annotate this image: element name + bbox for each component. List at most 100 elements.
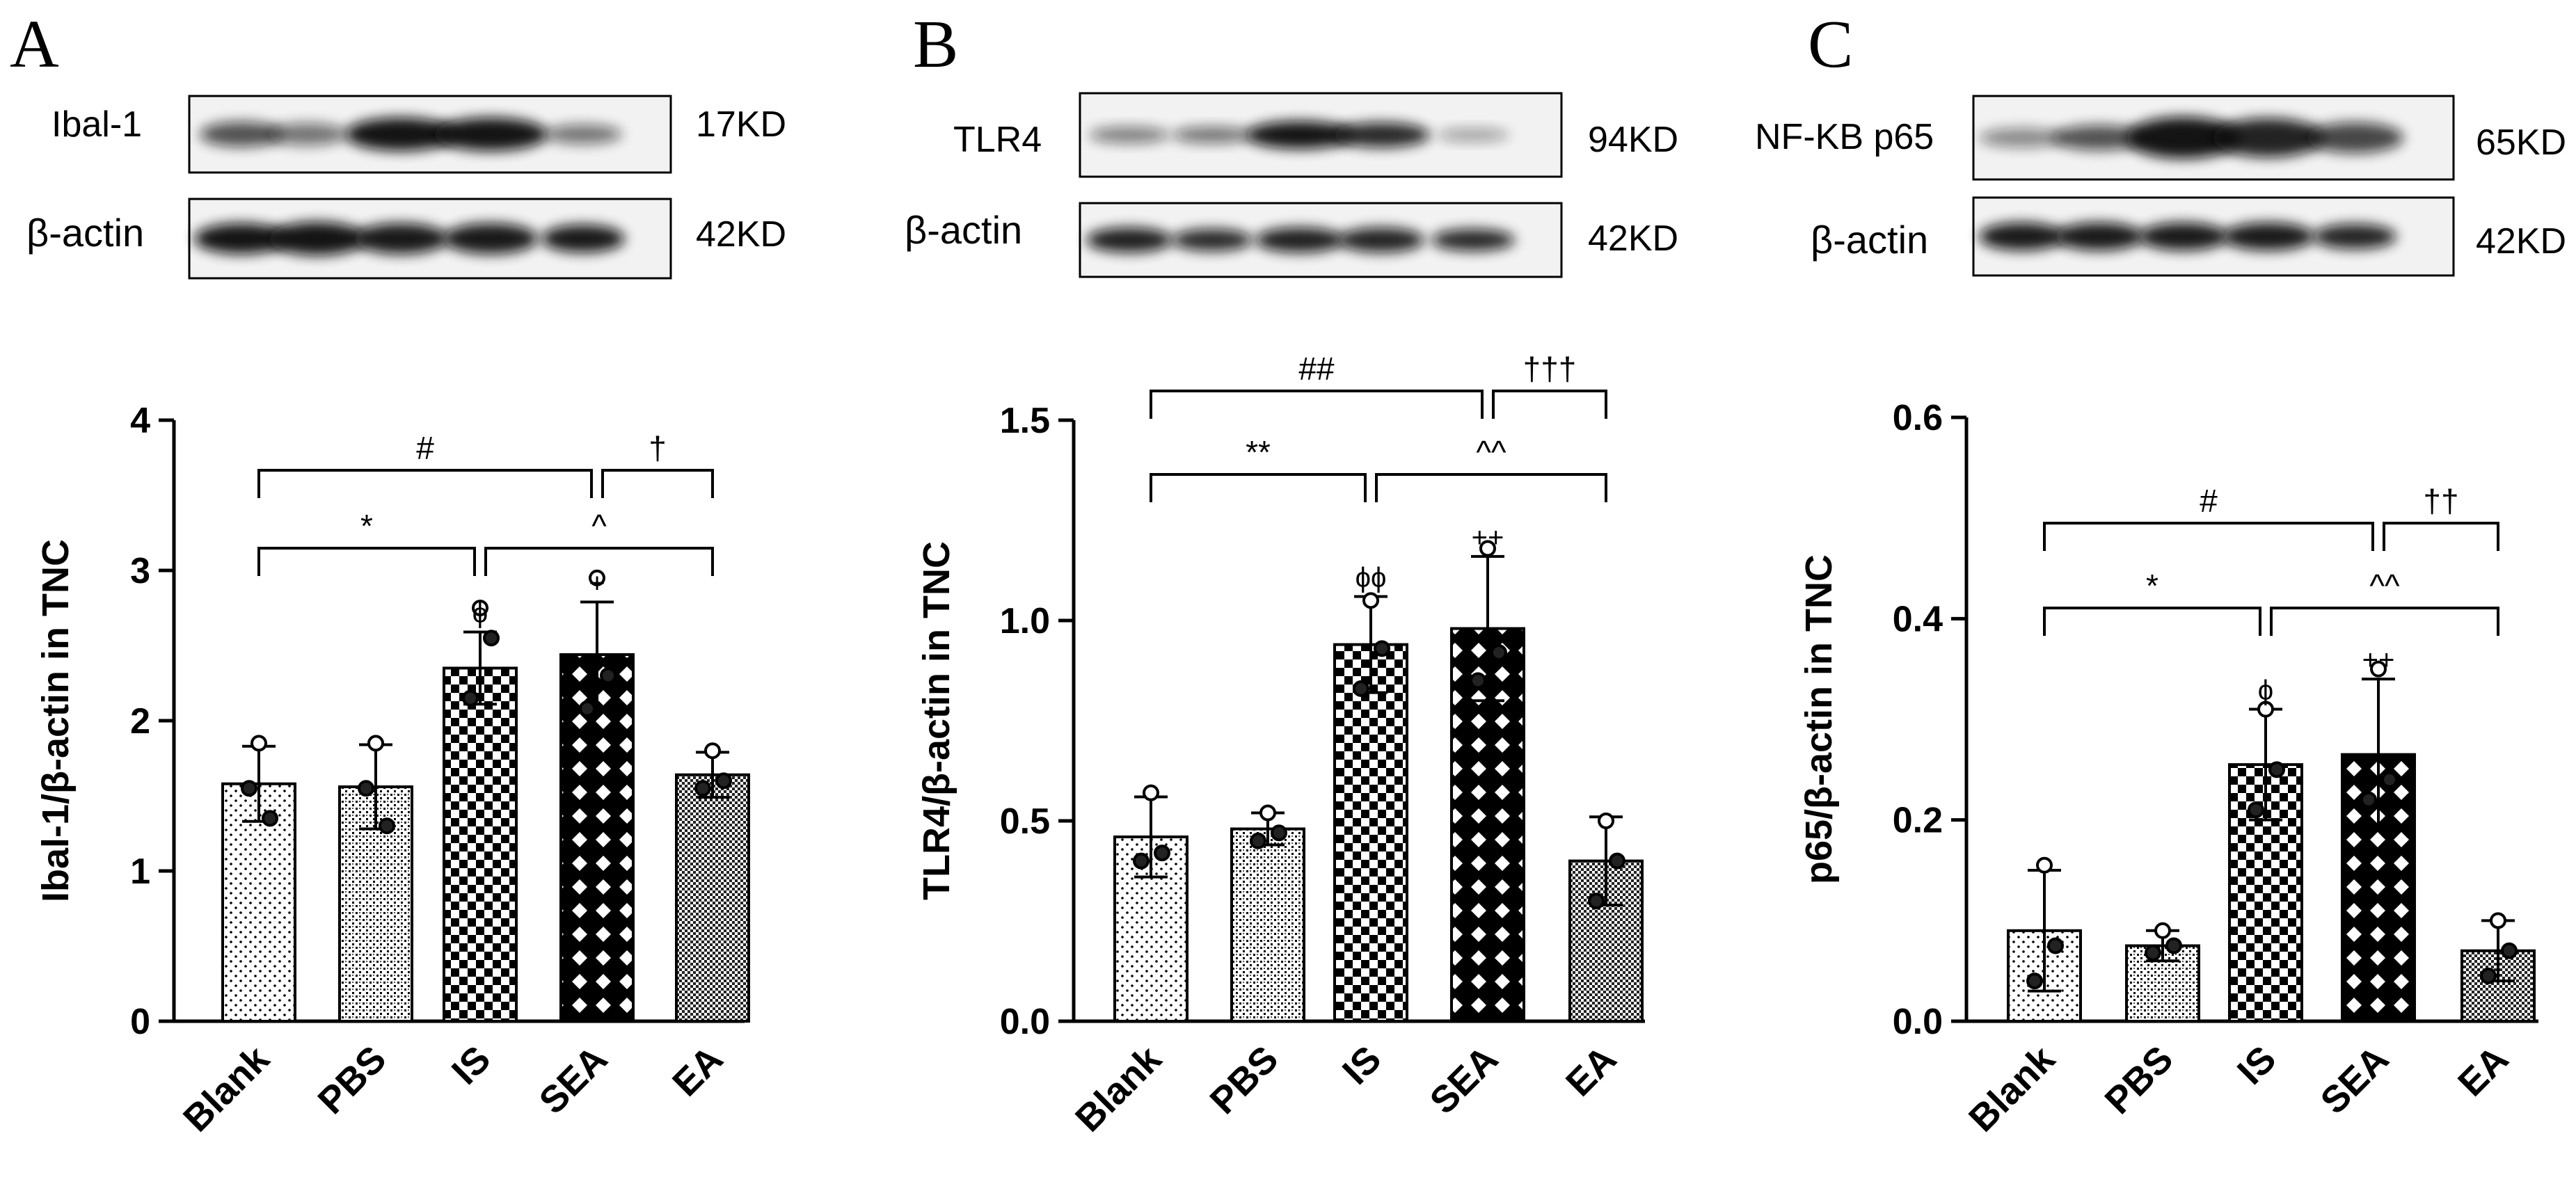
chart-c-data-point	[2036, 856, 2053, 874]
blot-b-row1-kd: 94KD	[1588, 120, 1678, 160]
chart-b-data-point	[1259, 804, 1276, 822]
chart-a-data-point	[704, 742, 721, 760]
blot-band	[2055, 223, 2144, 250]
blot-band	[1255, 227, 1344, 253]
chart-b-data-point	[1374, 640, 1390, 657]
chart-a-y-tick-label: 4	[130, 401, 150, 441]
chart-c-y-axis-label: p65/β-actin in TNC	[1798, 554, 1840, 884]
chart-c-data-point	[2381, 771, 2398, 788]
chart-b-data-point	[1598, 813, 1614, 829]
chart-b-bar-is	[1333, 643, 1408, 1023]
chart-c-bar-mark: ϕ	[2258, 675, 2273, 706]
chart-a-y-tick-label: 2	[130, 701, 150, 742]
chart-c-significance-bracket: *	[2043, 568, 2261, 636]
blot-b-row1-label: TLR4	[953, 120, 1042, 160]
blot-band	[269, 222, 366, 255]
chart-a-data-point	[472, 600, 488, 616]
chart-c-significance-bracket: ^^	[2270, 568, 2499, 636]
blot-band	[1086, 227, 1172, 253]
blot-a-row1-label: Ibal-1	[51, 104, 142, 145]
chart-c-significance-label: #	[2200, 483, 2218, 519]
chart-c-x-tick-label: IS	[2229, 1038, 2284, 1093]
blot-band	[1172, 229, 1253, 251]
blot-band	[2313, 224, 2396, 249]
chart-a-bar-mark: ϕ	[472, 598, 488, 629]
blot-band	[1979, 223, 2065, 250]
chart-c-bar-mark: ++	[2362, 645, 2395, 675]
chart-a-data-point	[483, 630, 500, 647]
blot-band	[1338, 227, 1424, 253]
chart-b-bar-pbs	[1230, 827, 1305, 1023]
chart-a-bar-ea	[675, 773, 750, 1023]
chart-b-bar-mark: ++	[1472, 522, 1504, 553]
chart-a-data-point	[367, 735, 384, 752]
chart-b-data-point	[1143, 784, 1159, 801]
blot-band	[200, 122, 283, 147]
chart-c-significance-label: ^^	[2369, 568, 2400, 604]
blot-a-row1-kd: 17KD	[696, 104, 786, 145]
blot-c-row2-image	[1972, 196, 2455, 277]
chart-c-significance-label: *	[2146, 568, 2158, 604]
chart-c-x-tick-label: SEA	[2313, 1038, 2397, 1122]
blot-c-row1-kd: 65KD	[2476, 122, 2566, 163]
chart-a-bar-blank	[221, 782, 296, 1023]
chart-b-data-point	[1133, 852, 1150, 870]
chart-c-data-point	[2370, 660, 2387, 678]
chart-b-y-axis-label: TLR4/β-actin in TNC	[916, 541, 957, 900]
chart-b-significance-bracket: **	[1150, 434, 1367, 502]
blot-c-row1-label: NF-KB p65	[1755, 117, 1934, 157]
chart-a-data-point	[579, 700, 596, 717]
blot-band	[2223, 223, 2314, 250]
chart-c-data-point	[2480, 967, 2497, 984]
chart-c-data-point	[2360, 791, 2377, 808]
blot-band	[1089, 127, 1170, 143]
panel-letter-a: A	[10, 7, 59, 82]
chart-b-x-tick-label: PBS	[1202, 1038, 1287, 1122]
chart-a-significance-bracket: *	[257, 508, 476, 576]
blot-band	[544, 125, 622, 144]
blot-b-row2-label: β-actin	[905, 208, 1022, 252]
blot-a-row2-kd: 42KD	[696, 214, 786, 255]
chart-c-y-tick-label: 0.4	[1893, 599, 1943, 639]
chart-a-data-point	[241, 780, 257, 797]
chart-b-data-point	[1479, 540, 1496, 557]
chart-c-data-point	[2257, 701, 2274, 718]
chart-c-y-tick-label: 0.0	[1893, 1002, 1943, 1042]
chart-b-data-point	[1362, 592, 1379, 609]
chart-b-significance-bracket: †††	[1492, 351, 1607, 419]
chart-a-y-tick-label: 1	[130, 851, 150, 892]
chart-b-data-point	[1588, 893, 1605, 910]
chart-a-data-point	[600, 667, 617, 685]
chart-a-y-tick-label: 0	[130, 1002, 150, 1042]
chart-b-significance-label: ##	[1298, 351, 1335, 387]
chart-b-y-tick-label: 1.5	[1000, 401, 1050, 441]
chart-b-bar-mark: ϕϕ	[1355, 562, 1387, 593]
chart-c-data-point	[2501, 942, 2518, 959]
chart-b-data-point	[1470, 672, 1486, 689]
chart-b-significance-bracket: ##	[1150, 351, 1484, 419]
chart-c: 0.0 0.2 0.4 0.6 p65/β-actin in TNC Blank PBS ϕ I…	[1798, 398, 2538, 1139]
chart-b-data-point	[1490, 644, 1507, 662]
blot-band	[2213, 118, 2324, 157]
chart-a-x-tick-label: IS	[444, 1038, 499, 1093]
blot-band	[1172, 127, 1253, 143]
chart-b-x-tick-label: EA	[1558, 1038, 1624, 1104]
chart-b-significance-label: **	[1246, 434, 1271, 470]
blot-band	[443, 223, 538, 254]
chart-b-y-tick-label: 1.0	[1000, 601, 1050, 641]
blot-band	[345, 118, 456, 151]
blot-b-row2-kd: 42KD	[1588, 218, 1678, 259]
chart-a-y-axis-label: Ibal-1/β-actin in TNC	[35, 539, 77, 902]
blot-band	[2052, 125, 2147, 150]
chart-b: 0.0 0.5 1.0 1.5 TLR4/β-actin in TNC Blank PBS ϕ…	[916, 351, 1645, 1139]
chart-a-bar-mark: +	[589, 568, 605, 598]
blot-a-row1-image	[188, 95, 672, 174]
chart-a-significance-label: *	[360, 508, 373, 544]
chart-c-data-point	[2154, 922, 2171, 939]
chart-c-y-tick-label: 0.6	[1893, 398, 1943, 438]
chart-a: 0 1 2 3 4 Ibal-1/β-actin in TNC Blank PBS ϕ IS + SE…	[35, 401, 750, 1139]
chart-c-x-tick-label: Blank	[1961, 1037, 2063, 1139]
blot-c-row2-label: β-actin	[1811, 218, 1928, 262]
chart-b-y-tick-label: 0.0	[1000, 1002, 1050, 1042]
